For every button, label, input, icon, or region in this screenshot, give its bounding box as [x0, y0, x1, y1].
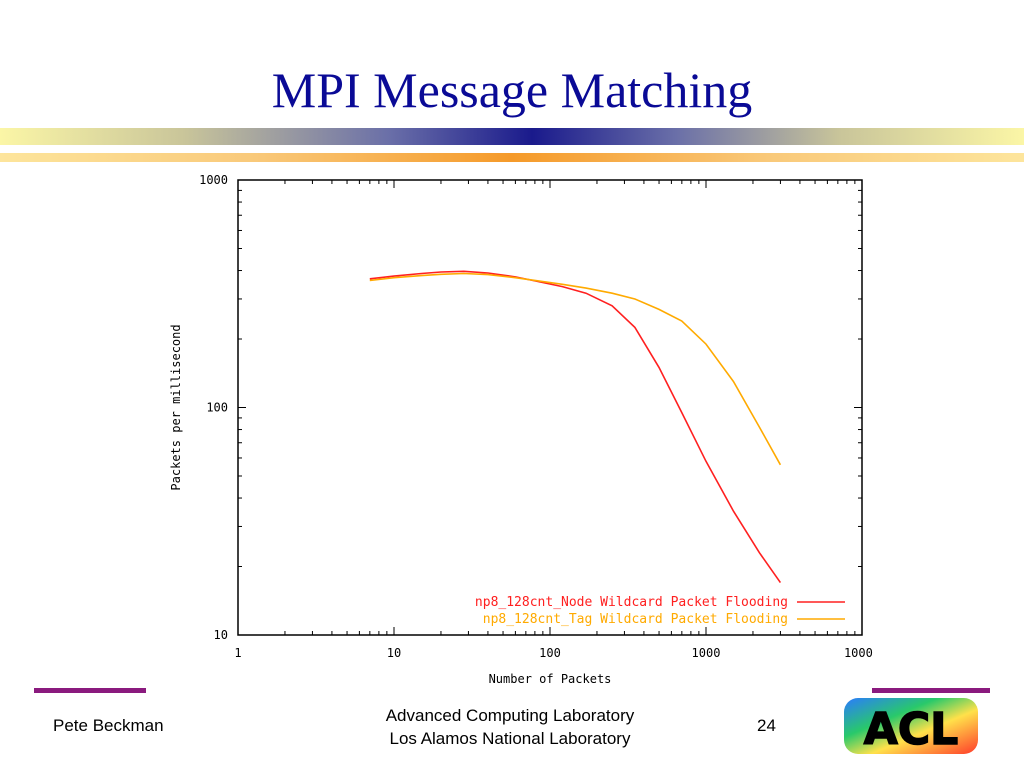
page-number: 24 [757, 716, 776, 735]
title-rule-gradient [0, 128, 1024, 145]
footer-accent-left [34, 688, 146, 693]
y-tick-label: 1000 [199, 173, 228, 187]
logo-background [844, 698, 978, 754]
series-lines [369, 270, 782, 584]
title-rule-orange [0, 153, 1024, 162]
slide-title: MPI Message Matching [271, 62, 753, 118]
footer-accent-right [872, 688, 990, 693]
footer-organization: Advanced Computing Laboratory Los Alamos… [330, 704, 690, 750]
chart-svg: 1 10 100 1000 10000 10 100 1000 np8_128cnt_Node… [169, 173, 873, 686]
x-tick-label: 1 [234, 646, 241, 660]
series-line-2 [369, 272, 782, 466]
chart: 1 10 100 1000 10000 10 100 1000 np8_128cnt_Node… [145, 162, 873, 692]
acl-logo: ACL [844, 698, 978, 756]
footer-author: Pete Beckman [53, 716, 164, 735]
legend: np8_128cnt_Node Wildcard Packet Flooding… [475, 595, 845, 627]
legend-label-1: np8_128cnt_Node Wildcard Packet Flooding [475, 595, 788, 610]
x-tick-label: 100 [539, 646, 561, 660]
series-line-1 [369, 270, 782, 584]
x-axis-label: Number of Packets [489, 672, 612, 686]
tick-marks [237, 180, 862, 636]
footer-org-line1: Advanced Computing Laboratory [385, 706, 635, 725]
x-tick-label: 10000 [844, 646, 873, 660]
logo-text: ACL [864, 704, 958, 755]
legend-label-2: np8_128cnt_Tag Wildcard Packet Flooding [483, 612, 788, 627]
footer-org-line2: Los Alamos National Laboratory [389, 729, 631, 748]
y-axis-label: Packets per millisecond [169, 324, 183, 490]
y-tick-label: 100 [206, 401, 228, 415]
x-tick-label: 10 [387, 646, 401, 660]
y-tick-label: 10 [214, 628, 228, 642]
x-tick-label: 1000 [692, 646, 721, 660]
tick-labels: 1 10 100 1000 10000 10 100 1000 [199, 173, 873, 660]
